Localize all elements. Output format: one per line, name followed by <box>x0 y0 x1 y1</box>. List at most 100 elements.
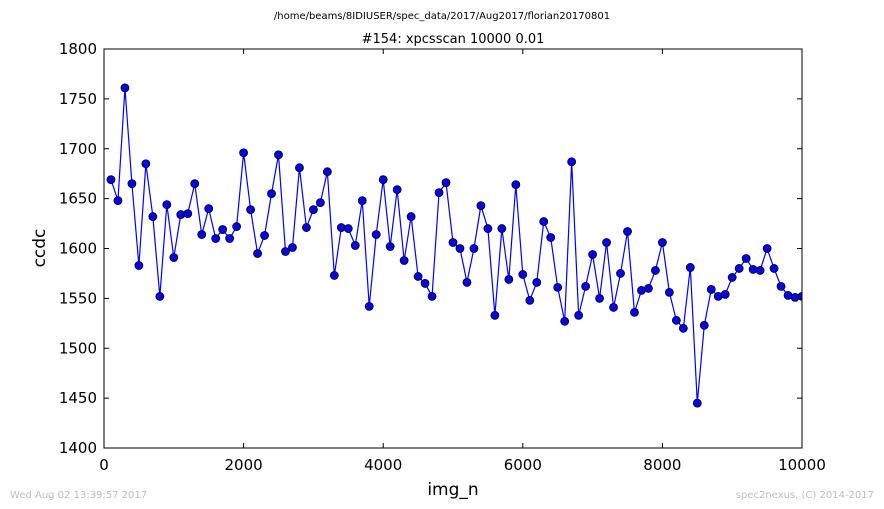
data-point <box>741 254 751 263</box>
data-point <box>567 157 577 167</box>
data-point <box>420 279 430 288</box>
data-point <box>518 270 528 279</box>
data-point <box>434 188 444 198</box>
data-point <box>364 301 374 311</box>
data-point <box>581 282 591 291</box>
data-point <box>113 196 123 206</box>
data-point <box>678 323 688 333</box>
y-tick-label: 1500 <box>59 339 97 357</box>
x-tick-label: 10000 <box>778 456 826 474</box>
data-point <box>246 205 255 214</box>
data-point <box>295 163 304 173</box>
data-point <box>755 266 765 275</box>
data-point <box>183 209 193 218</box>
data-point <box>664 287 674 297</box>
data-point <box>546 233 556 242</box>
data-point <box>413 272 423 281</box>
data-point <box>658 238 667 247</box>
data-point <box>644 283 653 293</box>
data-point <box>267 189 276 199</box>
data-point <box>574 310 584 320</box>
data-point <box>699 320 709 330</box>
data-point <box>720 289 730 299</box>
data-point <box>399 256 409 265</box>
data-point <box>476 201 486 211</box>
data-point <box>455 244 465 253</box>
y-axis: 1400 1450 1500 1550 1600 1650 1700 1750 1800 <box>59 40 802 457</box>
y-tick-label: 1600 <box>59 240 97 258</box>
data-point <box>448 238 458 247</box>
data-point <box>539 217 549 226</box>
data-point <box>595 293 604 303</box>
data-point <box>441 178 451 188</box>
data-point <box>727 273 737 282</box>
x-tick-label: 2000 <box>225 456 263 474</box>
data-point <box>239 148 249 158</box>
data-point <box>162 200 172 210</box>
data-point <box>532 278 542 287</box>
series-group <box>106 83 802 408</box>
data-point <box>197 230 207 239</box>
data-point <box>469 244 479 253</box>
x-tick-label: 6000 <box>504 456 542 474</box>
data-point <box>483 224 493 233</box>
data-point <box>329 271 339 280</box>
y-axis-label: ccdc <box>30 229 50 268</box>
data-point <box>218 225 228 234</box>
data-point <box>392 185 402 195</box>
data-point <box>553 283 563 292</box>
data-point <box>406 212 416 221</box>
data-point <box>734 264 744 273</box>
data-point <box>260 231 269 240</box>
data-point <box>651 266 660 275</box>
data-point <box>504 275 514 284</box>
data-point <box>232 222 242 231</box>
data-point <box>378 175 388 185</box>
data-point <box>511 180 521 190</box>
footer-credit: spec2nexus, (C) 2014-2017 <box>735 490 874 501</box>
data-point <box>560 316 570 326</box>
data-point <box>204 204 214 214</box>
data-point <box>155 291 165 301</box>
data-point <box>190 179 200 189</box>
data-point <box>630 307 639 317</box>
data-point <box>588 250 597 259</box>
data-point <box>308 205 318 214</box>
data-point <box>134 261 144 270</box>
data-point <box>371 230 381 239</box>
data-point <box>148 212 158 221</box>
plot-area <box>103 48 803 449</box>
y-tick-label: 1650 <box>59 190 97 208</box>
data-point <box>288 243 297 252</box>
data-point <box>762 244 772 253</box>
y-tick-label: 1450 <box>59 389 97 407</box>
data-point <box>685 263 695 272</box>
data-point <box>462 278 472 287</box>
data-point <box>609 302 618 312</box>
data-point <box>525 295 535 305</box>
y-tick-label: 1700 <box>59 140 97 158</box>
data-point <box>322 167 332 177</box>
x-tick-label: 4000 <box>364 456 402 474</box>
plot-frame <box>103 48 803 449</box>
data-point <box>106 175 116 185</box>
footer-timestamp: Wed Aug 02 13:39:57 2017 <box>10 490 148 501</box>
data-point <box>350 241 360 250</box>
x-tick-label: 0 <box>99 456 109 474</box>
data-point <box>427 291 437 301</box>
data-point <box>497 224 507 233</box>
data-point <box>141 159 151 169</box>
data-point <box>776 282 786 291</box>
data-point <box>692 398 702 408</box>
data-point <box>706 284 716 294</box>
figure-suptitle: /home/beams/8IDIUSER/spec_data/2017/Aug2… <box>274 11 610 22</box>
y-tick-label: 1800 <box>59 40 97 58</box>
y-tick-label: 1400 <box>59 439 97 457</box>
y-tick-label: 1750 <box>59 90 97 108</box>
data-point <box>274 150 283 160</box>
data-point <box>385 242 395 251</box>
y-tick-label: 1550 <box>59 289 97 307</box>
data-point <box>120 83 130 93</box>
data-point <box>225 234 235 243</box>
data-point <box>169 253 179 262</box>
